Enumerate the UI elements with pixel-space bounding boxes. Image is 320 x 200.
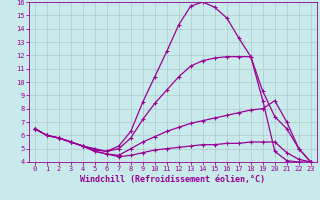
X-axis label: Windchill (Refroidissement éolien,°C): Windchill (Refroidissement éolien,°C) (80, 175, 265, 184)
